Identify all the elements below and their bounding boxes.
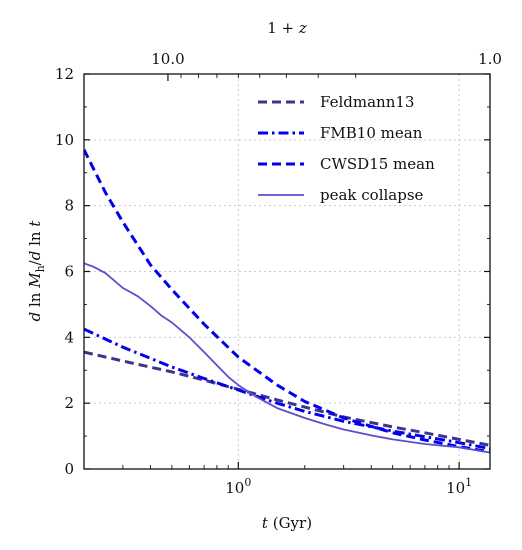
y-tick-label: 0 [64, 460, 74, 478]
x-tick-label: 101 [446, 476, 472, 497]
y-tick-label: 12 [55, 65, 74, 83]
top-tick-label: 1.0 [478, 50, 502, 68]
y-tick-label: 4 [64, 328, 74, 346]
series-line-fmb10-mean [84, 327, 490, 451]
legend-label: Feldmann13 [320, 93, 414, 111]
x-tick-label: 100 [225, 476, 251, 497]
legend-label: FMB10 mean [320, 124, 423, 142]
top-axis-label: 1 + z [267, 19, 307, 37]
top-tick-label: 10.0 [151, 50, 184, 68]
legend-label: CWSD15 mean [320, 155, 435, 173]
y-axis-label: d ln Mh/d ln t [26, 220, 47, 322]
legend: Feldmann13 FMB10 mean CWSD15 mean peak coll… [258, 93, 435, 204]
y-tick-label: 2 [64, 394, 74, 412]
grid-lines [84, 74, 490, 469]
y-tick-label: 8 [64, 197, 74, 215]
legend-label: peak collapse [320, 186, 424, 204]
series-line-feldmann13 [84, 350, 490, 447]
y-tick-label: 6 [64, 263, 74, 281]
y-tick-label: 10 [55, 131, 74, 149]
axis-ticks: 0 2 4 6 8 10 12 100 101 10.0 1.0 [55, 50, 502, 497]
series-line-cwsd15-mean [84, 149, 490, 454]
x-axis-label: t (Gyr) [262, 514, 312, 532]
plot-series [84, 149, 490, 454]
series-line-peak-collapse [84, 262, 490, 454]
